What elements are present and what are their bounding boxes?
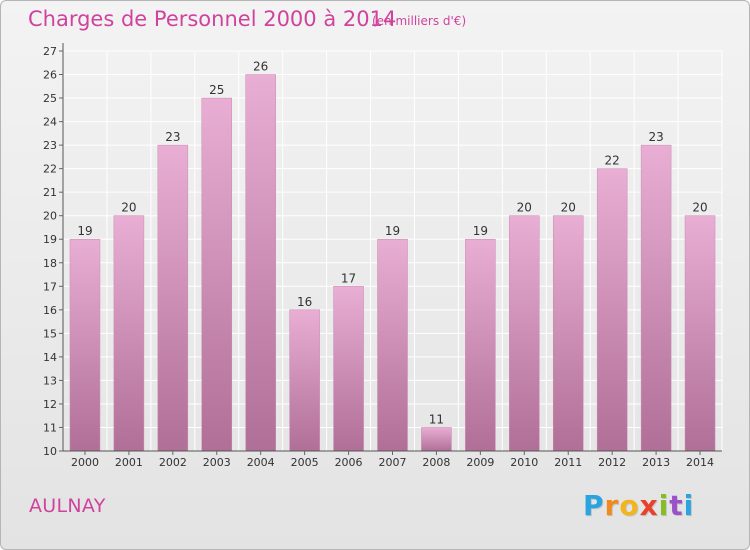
bar-2008 [421, 427, 452, 452]
y-tick-label: 20 [43, 210, 57, 223]
data-label: 19 [77, 224, 92, 238]
x-tick-label: 2006 [335, 456, 363, 469]
data-label: 19 [385, 224, 400, 238]
bar-2013 [640, 144, 672, 452]
x-tick-label: 2003 [203, 456, 231, 469]
y-tick-label: 13 [43, 374, 57, 387]
y-tick-label: 11 [43, 421, 57, 434]
y-tick-label: 27 [43, 45, 57, 58]
data-label: 26 [253, 60, 268, 74]
x-tick-label: 2000 [71, 456, 99, 469]
logo-letter: i [658, 489, 670, 522]
data-label: 23 [165, 130, 180, 144]
y-tick-label: 12 [43, 398, 57, 411]
data-label: 17 [341, 271, 356, 285]
data-label: 22 [605, 154, 620, 168]
bar-2001 [113, 215, 145, 452]
y-tick-label: 10 [43, 445, 57, 458]
data-label: 20 [561, 201, 576, 215]
town-name: AULNAY [29, 495, 106, 517]
chart-subtitle: (en milliers d'€) [372, 14, 467, 28]
x-tick-label: 2007 [379, 456, 407, 469]
x-tick-label: 2010 [510, 456, 538, 469]
y-tick-label: 23 [43, 139, 57, 152]
y-tick-label: 14 [43, 351, 57, 364]
y-tick-label: 18 [43, 257, 57, 270]
x-tick-label: 2011 [554, 456, 582, 469]
bar-2012 [596, 168, 628, 452]
bar-2006 [333, 286, 364, 452]
bar-2003 [201, 97, 233, 452]
bar-2004 [245, 74, 276, 452]
y-tick-label: 24 [43, 116, 57, 129]
logo-letter: P [583, 489, 605, 522]
y-tick-label: 15 [43, 327, 57, 340]
bar-2000 [69, 238, 101, 452]
bar-2002 [157, 144, 189, 452]
y-tick-label: 17 [43, 280, 57, 293]
data-label: 19 [473, 224, 488, 238]
bar-2007 [377, 238, 408, 452]
x-tick-label: 2005 [291, 456, 319, 469]
bar-2009 [465, 238, 496, 452]
chart-title: Charges de Personnel 2000 à 2014 [28, 7, 397, 31]
data-label: 20 [121, 201, 136, 215]
data-label: 20 [692, 201, 707, 215]
y-tick-label: 22 [43, 163, 57, 176]
y-tick-label: 26 [43, 69, 57, 82]
bar-2010 [509, 215, 540, 452]
data-label: 16 [297, 295, 312, 309]
data-label: 23 [648, 130, 663, 144]
data-label: 20 [517, 201, 532, 215]
bar-2014 [684, 215, 716, 452]
logo-letter: o [619, 489, 640, 522]
x-tick-label: 2012 [598, 456, 626, 469]
bar-2011 [552, 215, 584, 452]
proxiti-logo: Proxiti [583, 489, 694, 522]
logo-letter: x [639, 489, 659, 522]
y-tick-label: 25 [43, 92, 57, 105]
x-tick-label: 2014 [686, 456, 714, 469]
x-tick-label: 2013 [642, 456, 670, 469]
logo-letter: r [604, 489, 620, 522]
y-tick-label: 21 [43, 186, 57, 199]
x-tick-label: 2009 [466, 456, 494, 469]
bar-2005 [289, 309, 320, 452]
logo-letter: t [669, 489, 684, 522]
data-label: 25 [209, 83, 224, 97]
x-tick-label: 2004 [247, 456, 275, 469]
y-tick-label: 19 [43, 233, 57, 246]
logo-letter: i [683, 489, 695, 522]
x-tick-label: 2002 [159, 456, 187, 469]
y-tick-label: 16 [43, 304, 57, 317]
x-tick-label: 2008 [422, 456, 450, 469]
x-tick-label: 2001 [115, 456, 143, 469]
data-label: 11 [429, 412, 444, 426]
